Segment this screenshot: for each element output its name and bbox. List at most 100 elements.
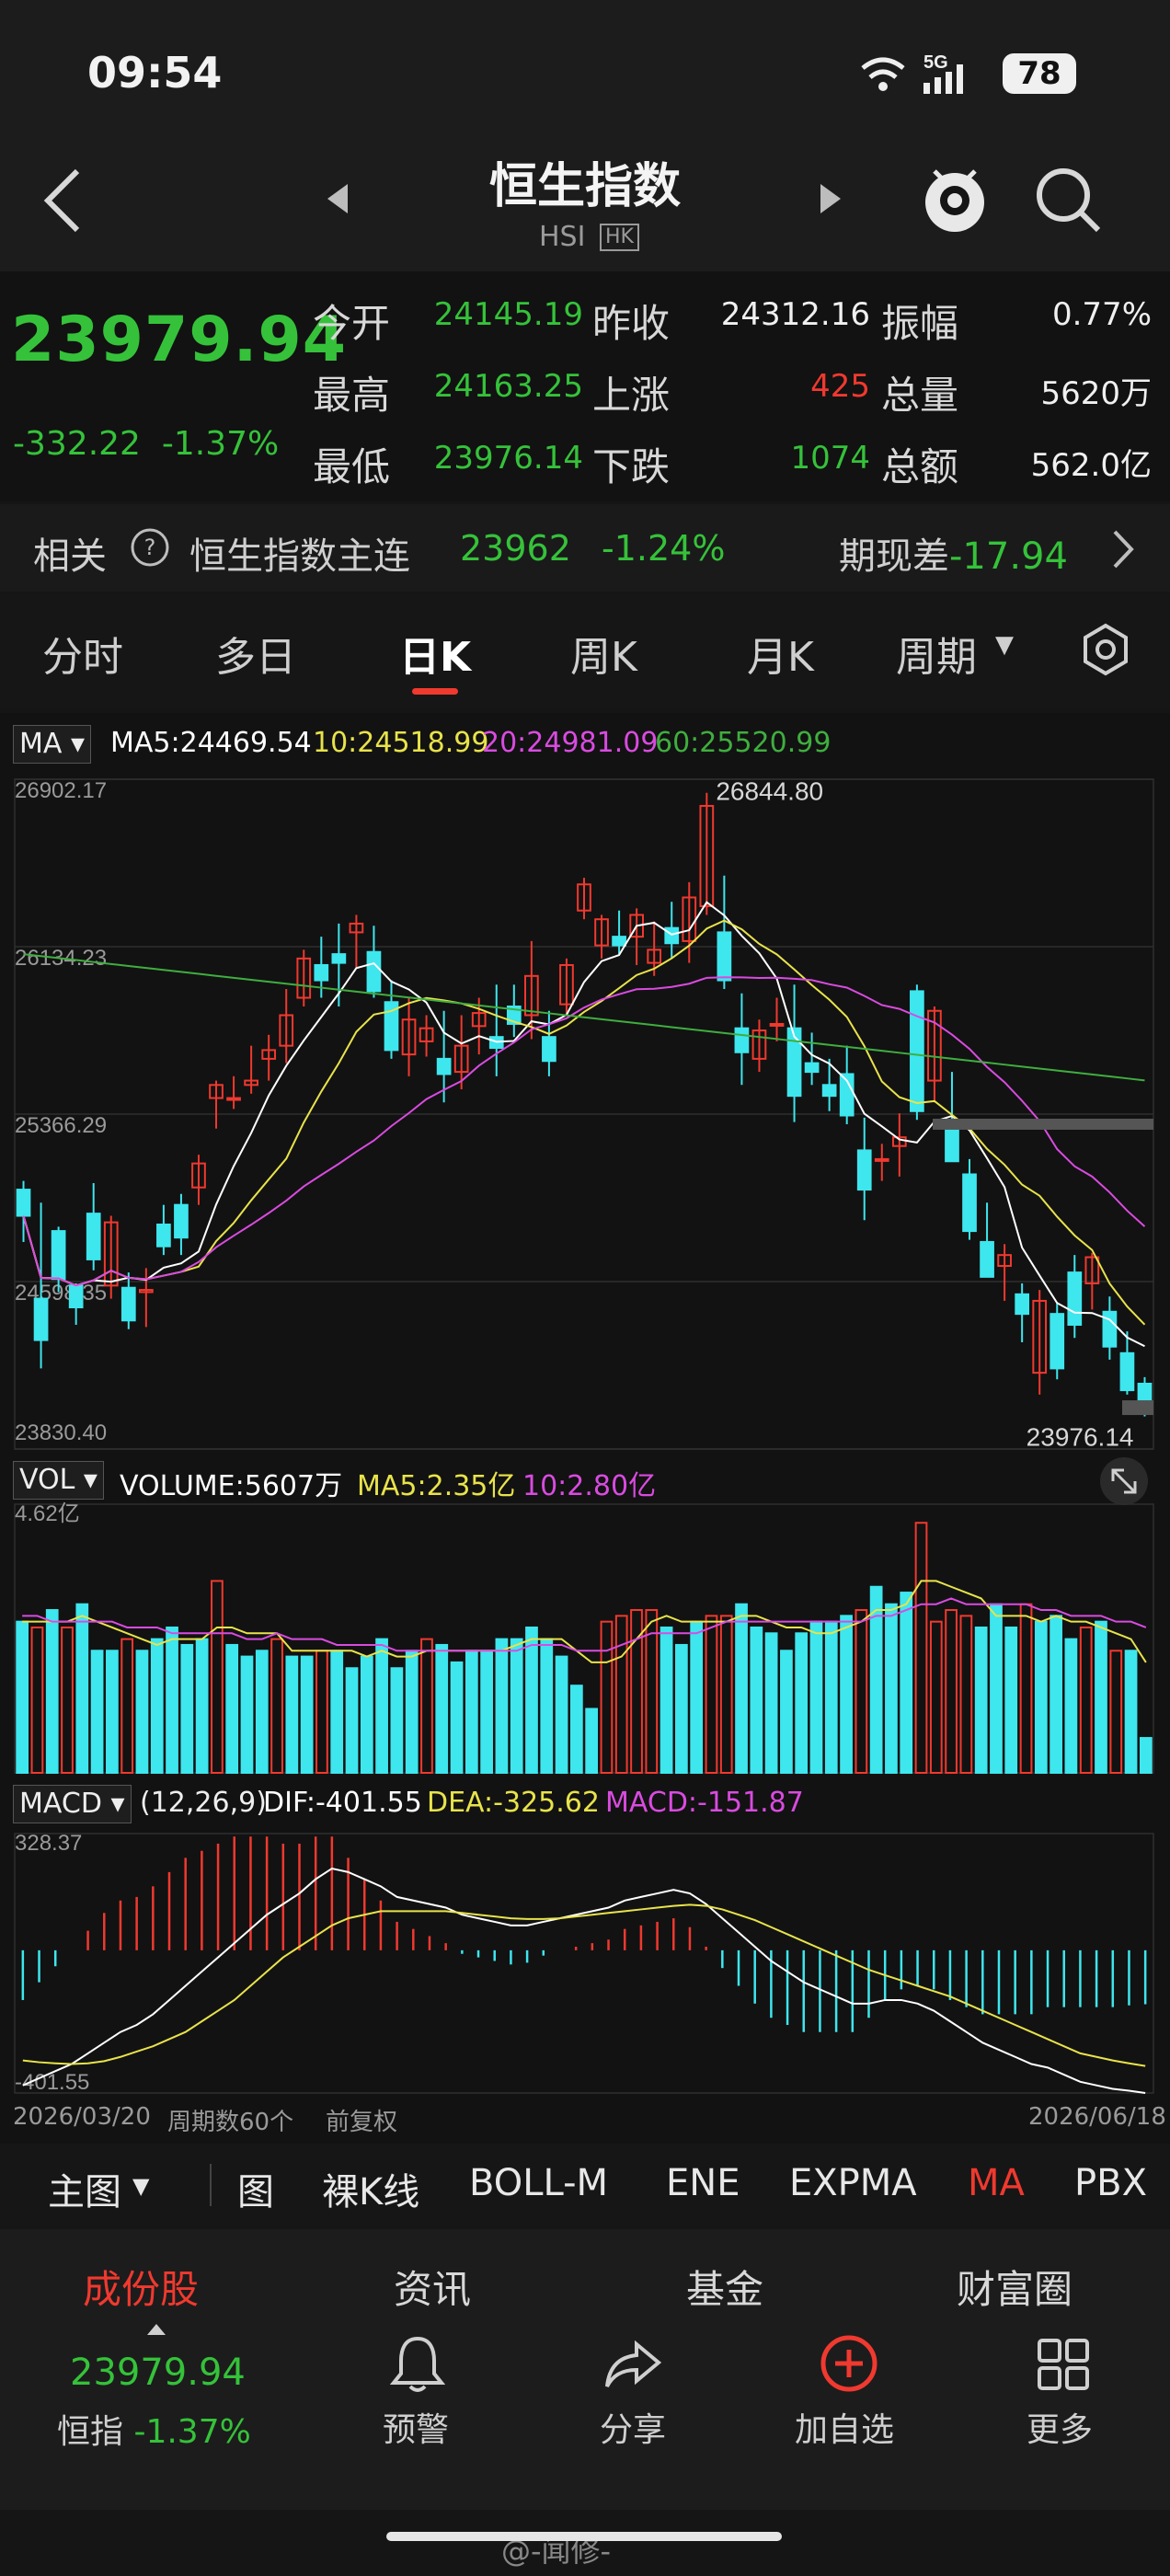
nav-item-0[interactable]: 预警 xyxy=(383,2411,450,2449)
volume-bar xyxy=(270,1638,283,1774)
macd-params: (12,26,9) xyxy=(140,1787,267,1819)
clock: 09:54 xyxy=(87,48,223,98)
volume-bar xyxy=(690,1620,704,1775)
volume-bar xyxy=(855,1609,868,1774)
back-icon[interactable] xyxy=(37,164,92,237)
nav-index-price[interactable]: 23979.94 xyxy=(70,2352,246,2394)
candle-body xyxy=(997,1254,1012,1268)
quote-panel xyxy=(0,271,1170,501)
volume-bar xyxy=(75,1603,89,1774)
tab-period-0[interactable]: 分时 xyxy=(42,634,123,681)
toolbar-divider xyxy=(210,2164,212,2206)
share-icon[interactable] xyxy=(603,2337,662,2392)
nav-item-3[interactable]: 更多 xyxy=(1027,2411,1094,2449)
content-tab-3[interactable]: 财富圈 xyxy=(957,2267,1073,2312)
chevron-right-icon[interactable] xyxy=(1109,528,1137,570)
volume-bar xyxy=(569,1685,583,1775)
vol-selector[interactable]: VOL ▾ xyxy=(13,1461,104,1500)
dif-value: DIF:-401.55 xyxy=(263,1787,422,1819)
tab-period-3[interactable]: 周K xyxy=(570,634,637,681)
volume-bar xyxy=(1079,1626,1093,1774)
content-tab-0[interactable]: 成份股 xyxy=(83,2267,200,2312)
indicator-6[interactable]: MA xyxy=(968,2162,1025,2204)
candle-body xyxy=(769,1022,785,1027)
volume-ma10-line xyxy=(22,1597,1147,1652)
candle-body xyxy=(174,1203,189,1239)
candle-body xyxy=(453,1044,469,1074)
indicator-toolbar xyxy=(0,2144,1170,2226)
related-bar[interactable] xyxy=(0,504,1170,592)
tab-period-1[interactable]: 多日 xyxy=(215,634,296,681)
candle-body xyxy=(1119,1351,1135,1392)
help-icon[interactable]: ? xyxy=(129,526,171,569)
indicator-4[interactable]: ENE xyxy=(666,2162,740,2204)
nav-item-2[interactable]: 加自选 xyxy=(795,2411,895,2449)
prev-index-icon[interactable] xyxy=(324,180,351,217)
candle-body xyxy=(962,1173,977,1233)
stat-label: 最高 xyxy=(313,373,391,418)
tab-period-4[interactable]: 月K xyxy=(747,634,814,681)
ma20-line xyxy=(22,976,1146,1287)
volume-bar xyxy=(645,1609,659,1774)
volume-bar xyxy=(211,1580,224,1775)
macd-selector[interactable]: MACD ▾ xyxy=(13,1785,132,1823)
nav-index-name: 恒指 -1.37% xyxy=(57,2413,251,2451)
fullscreen-icon[interactable] xyxy=(1098,1455,1150,1507)
volume-bar xyxy=(420,1638,433,1774)
price-change: -332.22 -1.37% xyxy=(13,425,280,463)
volume-bar xyxy=(719,1615,733,1774)
period-dropdown-arrow[interactable]: ▼ xyxy=(995,631,1014,659)
volume-bar xyxy=(660,1626,673,1774)
chart-settings-icon[interactable] xyxy=(1078,622,1133,677)
ma20-value: 20:24981.09 xyxy=(482,727,659,759)
candle-body xyxy=(874,1157,889,1162)
indicator-7[interactable]: PBX xyxy=(1074,2162,1147,2204)
volume-bar xyxy=(225,1643,239,1775)
stat-label: 今开 xyxy=(313,301,391,346)
bell-icon[interactable] xyxy=(388,2333,447,2396)
chart-area xyxy=(0,713,1170,2144)
candle-body xyxy=(524,974,539,1017)
volume-bar xyxy=(990,1603,1003,1774)
candle-body xyxy=(559,963,574,1006)
status-bar xyxy=(0,0,1170,138)
last-price-marker xyxy=(1122,1400,1153,1416)
content-tab-1[interactable]: 资讯 xyxy=(394,2267,472,2312)
stat-value: 24312.16 xyxy=(720,296,870,333)
price-tick-label: 24598.35 xyxy=(15,1281,107,1305)
indicator-3[interactable]: BOLL-M xyxy=(469,2162,609,2204)
add-watchlist-icon[interactable] xyxy=(819,2333,879,2394)
indicator-0[interactable]: 主图 xyxy=(48,2171,121,2214)
macd-tick-label: 328.37 xyxy=(15,1831,82,1856)
ma60-line xyxy=(23,953,1145,1082)
nav-item-1[interactable]: 分享 xyxy=(600,2411,667,2449)
assistant-bot-icon[interactable] xyxy=(918,158,992,241)
main-chart-dropdown-icon[interactable]: ▼ xyxy=(132,2173,150,2199)
candle-body xyxy=(279,1014,294,1047)
stat-value: 425 xyxy=(810,368,870,405)
stat-value: 24145.19 xyxy=(433,296,583,333)
ma-selector[interactable]: MA ▾ xyxy=(13,725,92,764)
tab-period-2[interactable]: 日K xyxy=(399,634,472,681)
next-index-icon[interactable] xyxy=(817,180,844,217)
volume-bar xyxy=(135,1650,149,1774)
indicator-2[interactable]: 裸K线 xyxy=(322,2171,420,2214)
macd-value: MACD:-151.87 xyxy=(605,1787,804,1819)
search-icon[interactable] xyxy=(1032,164,1106,237)
more-grid-icon[interactable] xyxy=(1034,2335,1093,2394)
stat-value: 1074 xyxy=(790,440,870,477)
collapse-arrow-icon[interactable] xyxy=(145,2322,167,2337)
candle-body xyxy=(804,1062,820,1074)
volume-bar xyxy=(555,1655,568,1774)
indicator-5[interactable]: EXPMA xyxy=(789,2162,917,2204)
ma10-value: 10:24518.99 xyxy=(313,727,489,759)
indicator-1[interactable]: 图 xyxy=(237,2171,274,2214)
stat-label: 总量 xyxy=(881,373,959,418)
tab-period-5[interactable]: 周期 xyxy=(896,634,977,681)
volume-bar xyxy=(780,1650,793,1774)
price-panel-frame xyxy=(14,778,1154,1450)
home-indicator[interactable] xyxy=(386,2532,782,2541)
kline-chart[interactable]: 26902.1726134.2325366.2924598.3523830.40… xyxy=(0,713,1170,2144)
related-future-name: 恒生指数主连 xyxy=(189,535,410,578)
content-tab-2[interactable]: 基金 xyxy=(686,2267,764,2312)
